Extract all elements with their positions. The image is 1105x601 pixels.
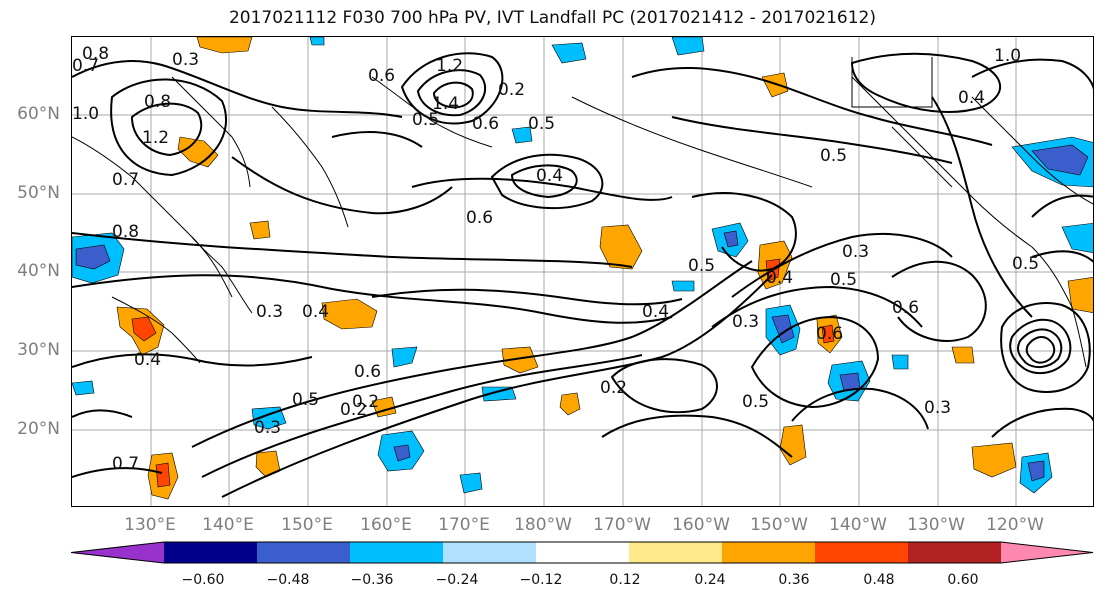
contour-label: 0.2 (498, 80, 525, 100)
contour-label: 0.4 (536, 166, 563, 186)
colorbar-segment (257, 542, 351, 563)
lon-label: 170°W (593, 515, 651, 535)
lon-label: 130°W (907, 515, 965, 535)
contour-label: 0.4 (302, 302, 329, 322)
contour-label: 0.3 (256, 302, 283, 322)
colorbar-tick-label: −0.24 (435, 572, 479, 588)
lat-label-20n: 20°N (17, 419, 60, 439)
contour-label: 0.5 (742, 392, 769, 412)
contour-label: 1.0 (72, 104, 99, 124)
contour-label: 0.5 (688, 256, 715, 276)
colorbar-segment (71, 542, 164, 563)
lon-label: 170°E (438, 515, 490, 535)
contour-label: 0.4 (642, 302, 669, 322)
contour-label: 0.5 (292, 390, 319, 410)
map-title: 2017021112 F030 700 hPa PV, IVT Landfall… (228, 8, 876, 28)
colorbar-segment (536, 542, 630, 563)
colorbar-tick-label: 0.60 (947, 572, 979, 588)
contour-label: 0.6 (368, 66, 395, 86)
lat-label-60n: 60°N (17, 104, 60, 124)
colorbar (71, 541, 1094, 564)
contour-label: 0.7 (112, 170, 139, 190)
map-panel: 0.8 0.7 0.3 1.0 1.2 0.8 0.6 1.2 1.4 0.5 … (71, 36, 1094, 507)
lon-label: 130°E (124, 515, 176, 535)
contour-label: 0.3 (732, 312, 759, 332)
contour-label: 0.6 (892, 298, 919, 318)
colorbar-segment (164, 542, 258, 563)
contour-label: 0.5 (830, 270, 857, 290)
colorbar-tick-label: −0.48 (266, 572, 310, 588)
lon-label: 120°W (986, 515, 1044, 535)
contour-labels: 0.8 0.7 0.3 1.0 1.2 0.8 0.6 1.2 1.4 0.5 … (72, 44, 1039, 474)
contour-label: 0.8 (82, 44, 109, 64)
contour-label: 0.3 (172, 50, 199, 70)
lon-label: 160°E (360, 515, 412, 535)
contour-label: 0.5 (412, 110, 439, 130)
contour-label: 0.2 (352, 392, 379, 412)
colorbar-segments (71, 541, 1094, 564)
colorbar-segment (350, 542, 444, 563)
lon-label: 140°W (829, 515, 887, 535)
contour-label: 0.6 (472, 114, 499, 134)
contour-label: 0.6 (354, 362, 381, 382)
contour-label: 0.6 (466, 208, 493, 228)
contour-label: 0.7 (72, 56, 99, 76)
colorbar-tick-label: −0.60 (181, 572, 225, 588)
contour-label: 0.2 (340, 400, 367, 420)
colorbar-outline (71, 541, 1094, 564)
pv-contours (72, 52, 1093, 498)
contour-label: 1.2 (142, 128, 169, 148)
contour-label: 0.4 (958, 88, 985, 108)
contour-label: 0.3 (924, 398, 951, 418)
colorbar-tick-label: 0.48 (863, 572, 895, 588)
contour-label: 1.2 (436, 56, 463, 76)
lon-label: 150°W (750, 515, 808, 535)
ivt-anomaly-fills (72, 37, 1093, 500)
contour-label: 0.2 (600, 378, 627, 398)
contour-label: 0.8 (144, 92, 171, 112)
lon-label: 160°W (672, 515, 730, 535)
lat-label-30n: 30°N (17, 340, 60, 360)
colorbar-segment (815, 542, 909, 563)
lat-label-50n: 50°N (17, 183, 60, 203)
gridlines (72, 37, 1093, 506)
contour-label: 1.0 (994, 46, 1021, 66)
colorbar-tick-label: −0.36 (350, 572, 394, 588)
colorbar-tick-label: 0.24 (694, 572, 726, 588)
colorbar-tick-label: 0.12 (609, 572, 641, 588)
contour-label: 0.3 (842, 242, 869, 262)
colorbar-segment (722, 542, 816, 563)
contour-label: 0.5 (820, 146, 847, 166)
colorbar-tick-label: 0.36 (778, 572, 810, 588)
lon-label: 140°E (202, 515, 254, 535)
colorbar-segment (1001, 542, 1093, 563)
map-svg: 0.8 0.7 0.3 1.0 1.2 0.8 0.6 1.2 1.4 0.5 … (72, 37, 1093, 506)
coastlines (72, 57, 1093, 368)
colorbar-segment (629, 542, 723, 563)
contour-label: 1.4 (432, 94, 459, 114)
contour-label: 0.4 (766, 268, 793, 288)
contour-label: 0.7 (112, 454, 139, 474)
contour-label: 0.5 (528, 114, 555, 134)
colorbar-tick-label: −0.12 (519, 572, 563, 588)
contour-label: 0.4 (134, 350, 161, 370)
lon-label: 150°E (281, 515, 333, 535)
contour-label: 0.3 (254, 418, 281, 438)
colorbar-segment (908, 542, 1002, 563)
contour-label: 0.8 (112, 222, 139, 242)
contour-label: 0.6 (816, 324, 843, 344)
colorbar-segment (443, 542, 537, 563)
contour-label: 0.5 (1012, 254, 1039, 274)
lon-label: 180°W (514, 515, 572, 535)
lat-label-40n: 40°N (17, 261, 60, 281)
